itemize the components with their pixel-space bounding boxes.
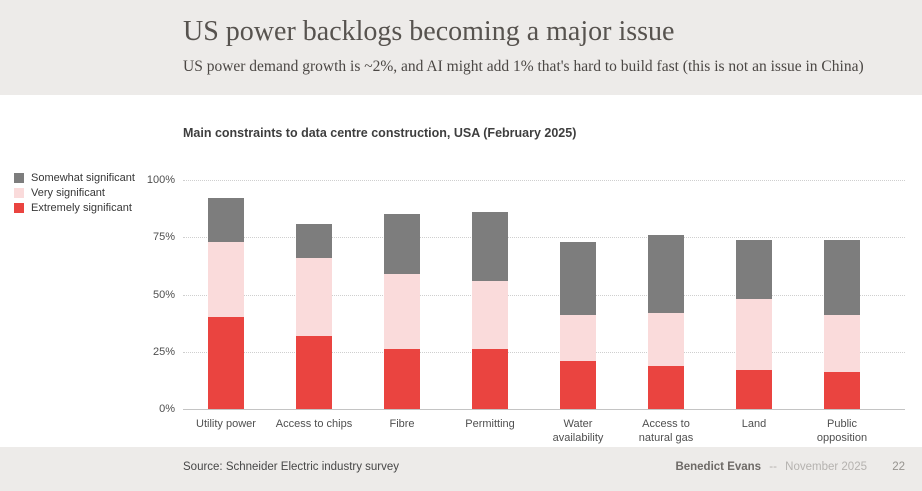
legend-swatch bbox=[14, 187, 24, 198]
bar-segment bbox=[208, 241, 244, 318]
y-axis-tick-label: 75% bbox=[152, 231, 175, 244]
footer-date: November 2025 bbox=[785, 461, 867, 473]
bar-segment bbox=[296, 257, 332, 336]
y-axis-tick-label: 100% bbox=[146, 174, 175, 186]
bar-segment bbox=[472, 212, 508, 281]
legend-label: Very significant bbox=[31, 186, 105, 199]
chart-legend: Somewhat significant Very significant Extr… bbox=[14, 172, 135, 217]
bar-segment bbox=[560, 241, 596, 316]
bar-segment bbox=[648, 234, 684, 313]
footer-separator: -- bbox=[769, 461, 777, 473]
bar-segment bbox=[384, 214, 420, 274]
bar-segment bbox=[472, 280, 508, 350]
y-axis-tick-label: 0% bbox=[159, 403, 175, 415]
x-axis-label: Water availability bbox=[552, 418, 604, 444]
bar-fibre bbox=[384, 214, 420, 409]
x-axis-label: Land bbox=[741, 418, 767, 430]
bar-segment bbox=[560, 360, 596, 409]
bar-water-availability bbox=[560, 241, 596, 409]
x-axis-label: Utility power bbox=[196, 418, 256, 430]
x-axis-label: Public opposition bbox=[816, 418, 868, 444]
bar-segment bbox=[472, 349, 508, 409]
bar-utility-power bbox=[208, 198, 244, 409]
legend-swatch bbox=[14, 172, 24, 183]
source-note: Source: Schneider Electric industry surv… bbox=[183, 461, 400, 473]
bar-land bbox=[736, 239, 772, 409]
chart-title: Main constraints to data centre construc… bbox=[183, 126, 577, 140]
bar-segment bbox=[824, 315, 860, 373]
bar-segment bbox=[208, 317, 244, 409]
x-axis-label: Access to natural gas bbox=[638, 418, 694, 444]
header: US power backlogs becoming a major issue… bbox=[0, 0, 922, 95]
bar-segment bbox=[648, 312, 684, 366]
author-name: Benedict Evans bbox=[675, 461, 762, 473]
legend-item: Extremely significant bbox=[14, 201, 135, 214]
x-axis-label: Access to chips bbox=[275, 418, 353, 430]
legend-swatch bbox=[14, 202, 24, 213]
bar-permitting bbox=[472, 212, 508, 409]
bar-segment bbox=[824, 239, 860, 316]
y-axis-tick-label: 25% bbox=[152, 345, 175, 358]
legend-label: Somewhat significant bbox=[31, 171, 135, 184]
bar-segment bbox=[736, 370, 772, 409]
gridline bbox=[183, 351, 905, 353]
slide-title: US power backlogs becoming a major issue bbox=[183, 16, 675, 47]
x-axis-line bbox=[183, 409, 905, 410]
bar-segment bbox=[736, 239, 772, 300]
gridline bbox=[183, 237, 905, 239]
bar-segment bbox=[296, 335, 332, 409]
gridline bbox=[183, 180, 905, 181]
legend-item: Very significant bbox=[14, 186, 135, 199]
bar-segment bbox=[560, 315, 596, 361]
bar-access-to-natural-gas bbox=[648, 234, 684, 409]
footer: Source: Schneider Electric industry surv… bbox=[0, 447, 922, 491]
bar-segment bbox=[208, 198, 244, 242]
bar-segment bbox=[648, 365, 684, 409]
plot-area: 0% 25% 50% 75% 100% Utility power Access to ch… bbox=[147, 174, 905, 444]
gridline bbox=[183, 294, 905, 296]
bar-segment bbox=[384, 349, 420, 409]
bar-segment bbox=[824, 372, 860, 409]
bar-public-opposition bbox=[824, 239, 860, 409]
y-axis-tick-label: 50% bbox=[152, 288, 175, 301]
bar-segment bbox=[296, 223, 332, 258]
x-axis-label: Fibre bbox=[389, 418, 415, 430]
bar-segment bbox=[736, 299, 772, 371]
bar-access-to-chips bbox=[296, 223, 332, 409]
footer-credit: Benedict Evans -- November 2025 22 bbox=[675, 461, 905, 473]
bar-segment bbox=[384, 273, 420, 350]
x-axis-label: Permitting bbox=[465, 418, 515, 430]
legend-item: Somewhat significant bbox=[14, 171, 135, 184]
slide-subtitle: US power demand growth is ~2%, and AI mi… bbox=[183, 58, 864, 75]
page-number: 22 bbox=[892, 461, 905, 473]
legend-label: Extremely significant bbox=[31, 201, 132, 214]
